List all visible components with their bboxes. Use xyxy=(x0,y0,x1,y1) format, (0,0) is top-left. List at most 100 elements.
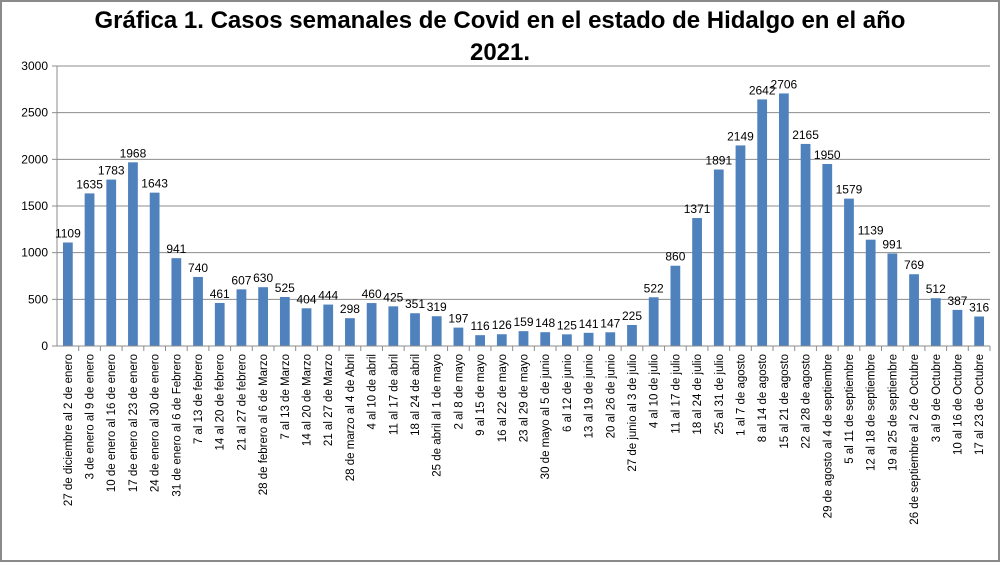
data-label: 769 xyxy=(904,258,924,272)
x-tick-label: 22 al 28 de agosto xyxy=(801,354,813,449)
bar xyxy=(236,289,247,346)
chart-title-line1: Gráfica 1. Casos semanales de Covid en e… xyxy=(94,7,906,34)
bar xyxy=(930,298,941,346)
bar xyxy=(214,302,225,346)
data-label: 607 xyxy=(231,273,251,287)
y-tick-label: 3000 xyxy=(21,59,48,73)
x-tick-label: 16 al 22 de mayo xyxy=(497,354,509,442)
data-label: 319 xyxy=(427,300,447,314)
data-label: 630 xyxy=(253,271,273,285)
x-tick-label: 23 al 29 de mayo xyxy=(519,354,531,442)
x-tick-label: 6 al 12 de junio xyxy=(562,354,574,432)
data-label: 2165 xyxy=(792,128,819,142)
data-label: 941 xyxy=(166,242,186,256)
bar xyxy=(735,145,746,346)
data-label: 1139 xyxy=(858,224,884,238)
bar xyxy=(865,239,876,346)
bar xyxy=(366,303,377,346)
bar xyxy=(887,253,898,346)
bar xyxy=(909,274,919,346)
x-tick-label: 8 al 14 de agosto xyxy=(757,354,769,442)
data-label: 522 xyxy=(644,281,664,295)
bar xyxy=(562,334,572,346)
x-tick-label: 28 de marzo al 4 de Abril xyxy=(345,354,357,481)
bar xyxy=(171,258,182,346)
bar xyxy=(648,297,659,346)
x-tick-label: 10 al 16 de Octubre xyxy=(952,354,964,455)
data-label: 141 xyxy=(579,317,599,331)
data-label: 2642 xyxy=(749,83,776,97)
y-tick-label: 2000 xyxy=(21,152,48,166)
x-tick-label: 7 al 13 de Marzo xyxy=(280,354,292,440)
data-label: 404 xyxy=(297,292,317,306)
x-tick-label: 12 al 18 de septiembre xyxy=(866,354,878,471)
x-tick-label: 21 al 27 de Marzo xyxy=(323,354,335,446)
data-label: 860 xyxy=(665,250,685,264)
x-tick-label: 28 de febrero al 6 de Marzo xyxy=(258,354,270,495)
bar xyxy=(345,318,355,346)
x-tick-label: 14 al 20 de febrero xyxy=(215,354,227,451)
x-tick-label: 15 al 21 de agosto xyxy=(779,354,791,449)
y-axis: 0 500 1000 1500 2000 2500 3000 xyxy=(21,59,58,353)
x-tick-label: 11 al 17 de julio xyxy=(670,354,682,434)
bar xyxy=(193,276,203,346)
x-tick-label: 20 al 26 de junio xyxy=(605,354,617,438)
bar xyxy=(583,332,594,346)
x-tick-label: 27 de diciembre al 2 de enero xyxy=(63,354,75,506)
data-label: 461 xyxy=(210,287,230,301)
data-label: 740 xyxy=(188,261,208,275)
data-label: 525 xyxy=(275,281,295,295)
data-label: 1968 xyxy=(120,146,147,160)
x-axis: 27 de diciembre al 2 de enero 3 de enero … xyxy=(57,345,991,525)
data-label: 225 xyxy=(622,309,642,323)
bar xyxy=(952,309,963,346)
x-tick-label: 17 de enero al 23 de enero xyxy=(128,354,140,492)
x-tick-label: 13 al 19 de junio xyxy=(584,354,596,438)
y-tick-label: 0 xyxy=(41,339,48,353)
data-label: 197 xyxy=(448,312,468,326)
x-tick-label: 10 de enero al 16 de enero xyxy=(106,354,118,492)
bar xyxy=(670,265,681,346)
bar xyxy=(627,325,637,346)
data-label: 147 xyxy=(600,316,620,330)
x-tick-label: 1 al 7 de agosto xyxy=(735,354,747,436)
x-tick-label: 11 al 17 de abril xyxy=(388,354,400,435)
bar xyxy=(496,334,507,346)
x-tick-label: 7 al 13 de febrero xyxy=(193,354,205,444)
bar xyxy=(757,99,768,346)
bar xyxy=(475,335,485,346)
data-label: 125 xyxy=(557,318,577,332)
bar xyxy=(974,316,985,346)
data-label: 1643 xyxy=(141,177,168,191)
x-tick-label: 3 de enero al 9 de enero xyxy=(85,354,97,479)
x-tick-label: 27 de junio al 3 de julio xyxy=(627,354,639,472)
bar xyxy=(258,287,269,346)
x-tick-label: 4 al 10 de julio xyxy=(649,354,661,428)
x-tick-label: 24 de enero al 30 de enero xyxy=(150,354,162,492)
x-tick-label: 21 al 27 de febrero xyxy=(236,354,248,451)
data-label: 148 xyxy=(535,316,555,330)
bar xyxy=(106,179,117,346)
x-tick-label: 9 al 15 de mayo xyxy=(475,354,487,436)
bar xyxy=(540,332,551,346)
x-tick-label: 31 de enero al 6 de Febrero xyxy=(171,354,183,497)
x-tick-label: 2 al 8 de mayo xyxy=(453,354,465,429)
data-label: 1635 xyxy=(76,177,103,191)
x-tick-label: 25 de abril al 1 de mayo xyxy=(432,354,444,477)
data-label: 425 xyxy=(383,290,403,304)
bar xyxy=(62,242,73,346)
data-label: 126 xyxy=(492,318,512,332)
data-label: 159 xyxy=(513,315,533,329)
x-tick-label: 4 al 10 de abril xyxy=(367,354,379,429)
bar xyxy=(431,316,442,346)
data-label: 444 xyxy=(318,289,338,303)
bar xyxy=(149,192,160,346)
bar xyxy=(84,193,95,346)
bar xyxy=(605,332,616,346)
data-label: 512 xyxy=(926,282,946,296)
bar xyxy=(323,304,334,346)
bar xyxy=(844,198,854,346)
data-label: 460 xyxy=(362,287,382,301)
